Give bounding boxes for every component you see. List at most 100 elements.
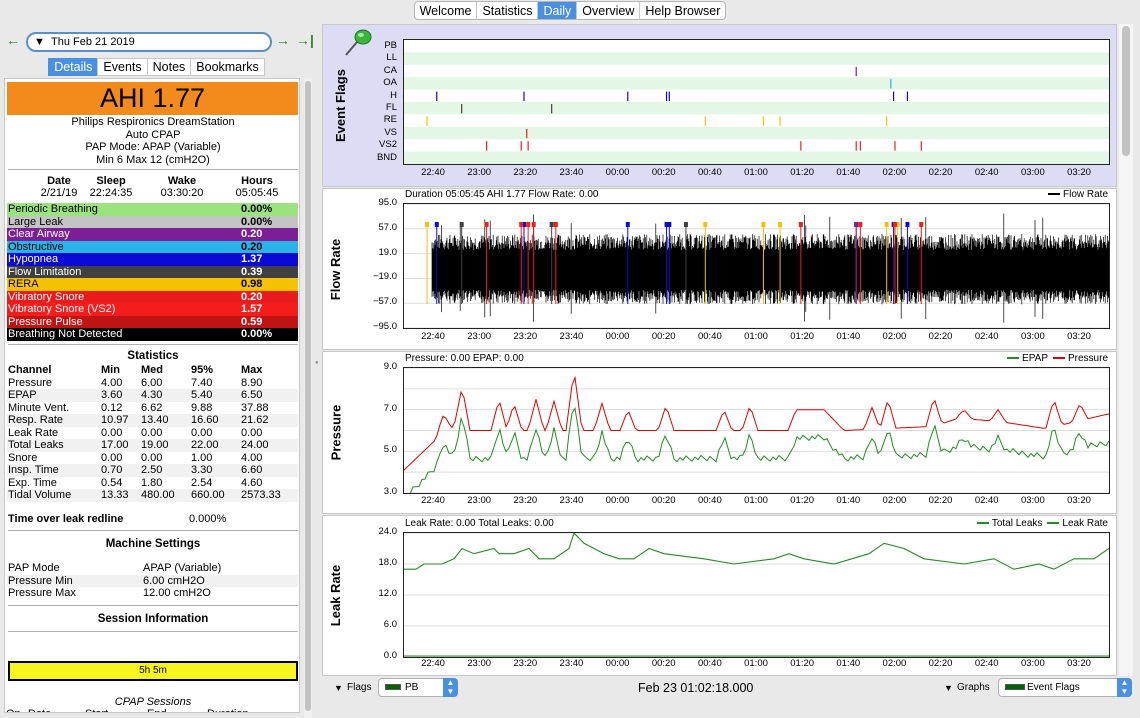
ahi-banner: AHI 1.77	[7, 82, 298, 115]
flow-event-marker-head	[526, 222, 531, 227]
flow-event-marker-head	[484, 222, 489, 227]
pap-mode: PAP Mode: APAP (Variable)	[85, 141, 221, 153]
tab-overview[interactable]: Overview	[577, 2, 641, 19]
pushpin-icon[interactable]	[343, 27, 373, 62]
pressure-plot[interactable]	[403, 367, 1110, 502]
flag-row-label: PB	[384, 40, 397, 51]
summary-value: 03:30:20	[160, 187, 204, 199]
time-tick-label: 01:40	[836, 658, 861, 669]
event-row[interactable]: Periodic Breathing 0.00%	[7, 203, 298, 216]
details-panel: AHI 1.77 Philips Respironics DreamStatio…	[4, 78, 300, 713]
cpap-sessions-title: CPAP Sessions	[114, 696, 192, 708]
graphs-label: Graphs	[957, 682, 990, 693]
time-tick-label: 03:20	[1067, 331, 1091, 342]
time-tick-label: 00:00	[605, 331, 630, 342]
time-tick-label: 23:20	[513, 331, 538, 342]
leak-rate-title: Leak Rate: 0.00 Total Leaks: 0.00	[405, 518, 554, 529]
stats-row: Total Leaks 17.00 19.00 22.00 24.00	[7, 439, 298, 452]
session-col-header: Start	[85, 708, 108, 712]
tab-events[interactable]: Events	[97, 58, 148, 76]
stats-row: Snore 0.00 0.00 1.00 4.00	[7, 452, 298, 465]
tab-bookmarks[interactable]: Bookmarks	[190, 58, 265, 76]
flow-waveform	[431, 213, 1110, 323]
stats-row: Insp. Time 0.70 2.50 3.30 6.60	[7, 464, 298, 477]
event-row[interactable]: Breathing Not Detected 0.00%	[7, 328, 298, 341]
flags-expand-icon[interactable]: ▼	[334, 683, 343, 693]
tab-daily[interactable]: Daily	[538, 2, 578, 19]
stats-cell: 3.60	[101, 389, 123, 401]
stats-header-row: Channel Min Med 95% Max	[7, 364, 298, 377]
event-row[interactable]: Hypopnea 1.37	[7, 253, 298, 266]
machine-key: PAP Mode	[8, 562, 60, 574]
event-value: 1.57	[241, 303, 263, 315]
event-row[interactable]: Flow Limitation 0.39	[7, 265, 298, 278]
machine-value: 6.00 cmH2O	[143, 574, 205, 587]
stats-row: Pressure 4.00 6.00 7.40 8.90	[7, 377, 298, 390]
machine-value: 12.00 cmH2O	[143, 587, 211, 599]
time-tick-label: 02:20	[928, 658, 953, 669]
machine-row: PAP Mode APAP (Variable)	[7, 562, 298, 575]
time-tick-label: 00:00	[605, 167, 630, 178]
event-flags-plot[interactable]	[403, 39, 1110, 165]
leak-rate-legend-label: Leak Rate	[1062, 518, 1108, 529]
flow-event-marker-head	[553, 222, 558, 227]
time-tick-label: 03:00	[1020, 658, 1045, 669]
tab-notes[interactable]: Notes	[146, 58, 192, 76]
stats-cell: 0.54	[101, 476, 123, 489]
graphs-expand-icon[interactable]: ▼	[944, 683, 953, 693]
stats-cell: Snore	[8, 451, 38, 464]
splitter-handle[interactable]: ●	[315, 360, 319, 366]
session-col-header: On	[6, 708, 21, 712]
stats-row: EPAP 3.60 4.30 5.40 6.50	[7, 389, 298, 402]
machine-settings-title: Machine Settings	[105, 538, 201, 550]
pressure-legend-label: Pressure	[1067, 353, 1108, 364]
device-model: Auto CPAP	[125, 128, 181, 141]
stats-cell: 660.00	[191, 489, 225, 501]
flow-event-marker-head	[683, 222, 688, 227]
event-row[interactable]: Vibratory Snore 0.20	[7, 290, 298, 303]
arrow-right-icon[interactable]: →	[276, 32, 290, 48]
graphs-select-value: Event Flags	[1027, 682, 1080, 693]
event-row[interactable]: Clear Airway 0.20	[7, 228, 298, 241]
flow-event-marker-head	[858, 222, 863, 227]
y-tick-label: −19.0	[372, 271, 397, 283]
flags-select[interactable]: PB ▲ ▼	[378, 678, 458, 697]
time-tick-label: 02:00	[882, 167, 907, 178]
leak-rate-plot[interactable]	[403, 531, 1110, 658]
event-row[interactable]: Vibratory Snore (VS2) 1.57	[7, 303, 298, 316]
time-tick-label: 23:20	[513, 658, 538, 669]
top-tab-bar: Welcome Statistics Daily Overview Help Brows…	[0, 0, 1140, 20]
time-tick-label: 01:20	[790, 658, 815, 669]
arrow-left-icon[interactable]: ←	[6, 32, 20, 48]
event-flags-panel: Event Flags PB LL CA OA H FL RE VS VS2 BND 22:40 23…	[322, 24, 1117, 187]
session-bar[interactable]: 5h 5m	[8, 661, 298, 681]
tab-help-browser[interactable]: Help Browser	[645, 4, 721, 18]
time-tick-label: 00:20	[651, 331, 676, 342]
event-name: Hypopnea	[8, 253, 59, 265]
flag-row-label: BND	[376, 151, 397, 163]
flow-event-marker-head	[521, 222, 526, 227]
flow-rate-plot[interactable]	[403, 203, 1110, 329]
time-tick-label: 01:20	[790, 167, 815, 178]
date-value: Thu Feb 21 2019	[51, 36, 135, 48]
arrow-right-bar-icon[interactable]: →|	[296, 32, 314, 48]
tab-details[interactable]: Details	[48, 58, 99, 76]
tab-welcome[interactable]: Welcome	[415, 2, 478, 19]
event-row[interactable]: Large Leak 0.00%	[7, 215, 298, 228]
flow-event-marker-head	[798, 222, 803, 227]
date-picker[interactable]: ▼ Thu Feb 21 2019	[26, 32, 272, 52]
flag-row-band	[404, 151, 1109, 164]
graphs-scrollbar[interactable]	[1119, 24, 1133, 676]
flag-row-band	[404, 102, 1109, 115]
time-tick-label: 23:00	[467, 167, 492, 178]
event-row[interactable]: Obstructive 0.20	[7, 240, 298, 253]
tab-statistics[interactable]: Statistics	[477, 2, 539, 19]
left-scrollbar[interactable]	[304, 78, 312, 718]
event-row[interactable]: Pressure Pulse 0.59	[7, 315, 298, 328]
time-tick-label: 02:00	[882, 658, 907, 669]
time-tick-label: 01:00	[744, 167, 768, 178]
stats-cell: 24.00	[241, 439, 269, 451]
graphs-select[interactable]: Event Flags ▲ ▼	[998, 678, 1132, 697]
event-row[interactable]: RERA 0.98	[7, 278, 298, 291]
stats-cell: 13.40	[141, 414, 169, 426]
